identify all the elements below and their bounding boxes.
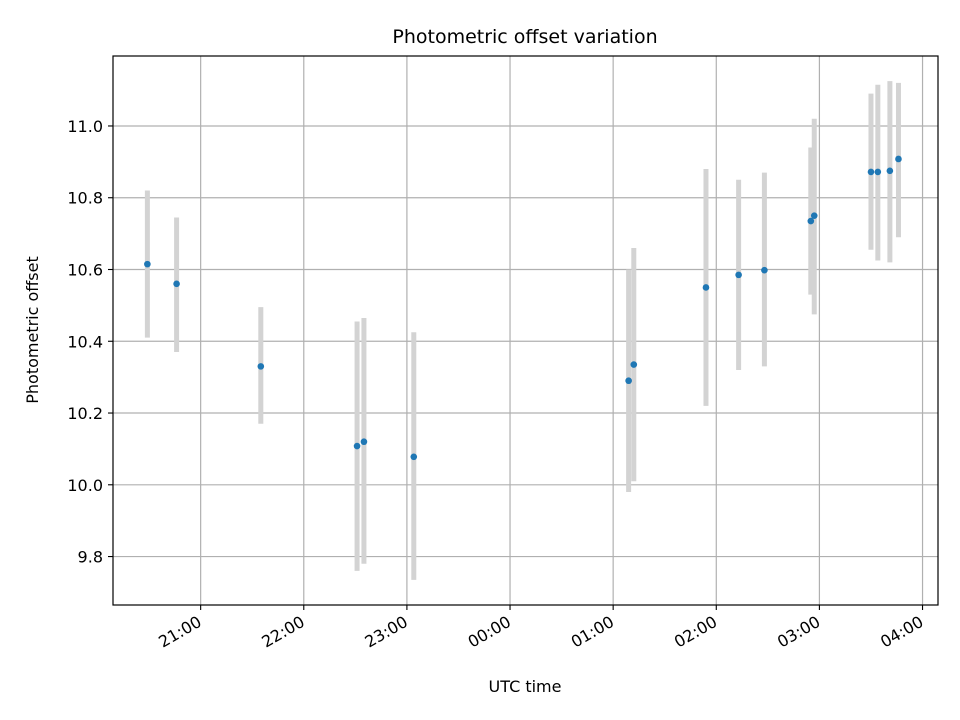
data-point — [761, 266, 768, 274]
y-tick-label: 10.8 — [67, 189, 103, 208]
y-tick-label: 9.8 — [78, 548, 103, 567]
data-point — [702, 284, 710, 291]
data-point — [630, 361, 638, 368]
data-point — [625, 377, 632, 385]
grid-lines — [113, 56, 938, 605]
data-point — [410, 453, 418, 461]
data-point — [735, 271, 742, 279]
plot-frame — [112, 55, 939, 606]
data-point — [360, 438, 368, 446]
y-tick-label: 10.0 — [67, 476, 103, 495]
data-point — [886, 167, 894, 175]
data-point — [353, 442, 361, 450]
data-point — [144, 260, 151, 268]
data-point — [867, 168, 875, 176]
data-point — [173, 280, 180, 288]
chart-title: Photometric offset variation — [392, 26, 657, 48]
y-tick-label: 10.4 — [67, 332, 103, 351]
y-axis-label: Photometric offset — [23, 256, 42, 404]
data-point — [807, 217, 815, 225]
data-point — [895, 155, 902, 163]
x-axis-label: UTC time — [489, 677, 562, 696]
data-points — [144, 155, 902, 461]
y-tick-label: 10.2 — [67, 404, 103, 423]
y-tick-label: 10.6 — [67, 261, 103, 280]
data-point — [810, 212, 818, 219]
data-point — [874, 168, 882, 176]
data-point — [257, 363, 265, 370]
y-tick-label: 11.0 — [67, 117, 103, 136]
y-axis-ticks: 9.8 10.0 10.2 10.4 10.6 10.8 11.0 — [67, 117, 113, 567]
